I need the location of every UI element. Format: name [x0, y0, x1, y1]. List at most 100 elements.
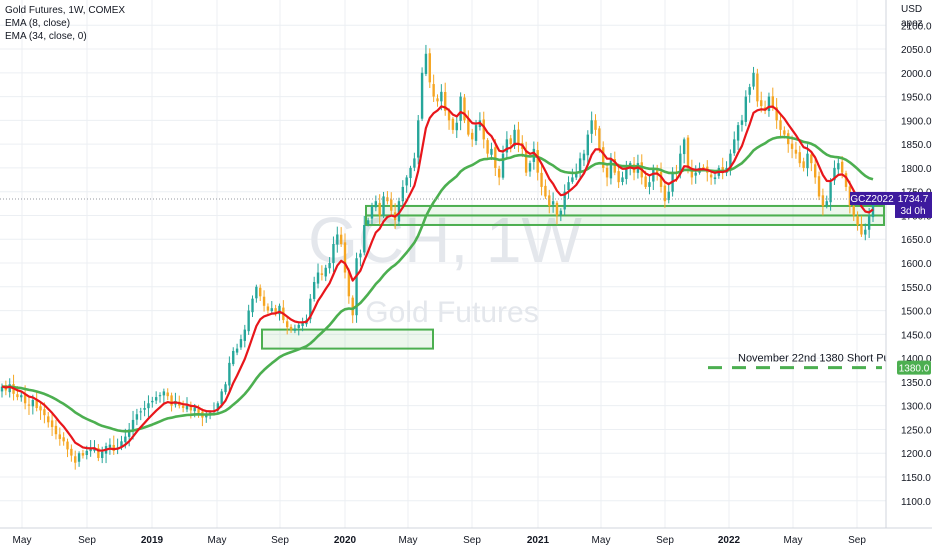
candle-body — [162, 391, 166, 396]
candle-body — [467, 119, 470, 135]
candle-body — [351, 297, 354, 316]
candle-body — [829, 182, 832, 203]
candle-body — [821, 195, 825, 206]
candle-body — [274, 308, 277, 313]
x-tick-label: 2020 — [334, 535, 357, 546]
candle-body — [262, 296, 266, 306]
candle-body — [120, 441, 123, 447]
candle-body — [293, 328, 297, 331]
legend-ema8: EMA (8, close) — [5, 18, 70, 29]
candle-body — [81, 453, 85, 456]
candle-body — [266, 306, 270, 311]
candle-body — [470, 132, 474, 140]
candle-body — [54, 425, 58, 435]
candle-body — [621, 177, 624, 182]
candle-body — [409, 167, 412, 179]
candle-body — [490, 148, 493, 155]
y-tick-layer: 1100.0 1150.0 1200.0 1250.0 1300.0 1350.0 1400… — [901, 21, 932, 508]
candle-body — [833, 167, 836, 181]
candle-body — [709, 174, 713, 178]
candle-body — [378, 202, 381, 216]
candle-body — [205, 415, 208, 418]
ema8-line — [1, 105, 874, 452]
x-tick-label: May — [592, 535, 611, 546]
candle-body — [131, 419, 135, 431]
candle-body — [278, 305, 281, 315]
candle-body — [609, 158, 613, 179]
candle-body — [594, 120, 597, 130]
candle-body — [505, 139, 509, 153]
candle-body — [143, 408, 146, 410]
candle-body — [101, 451, 104, 458]
candle-body — [297, 324, 300, 328]
support-zone — [365, 214, 885, 226]
candle-body — [744, 96, 748, 122]
price-axis[interactable]: USD apoz 1100.01150.01200.01250.01300.01… — [850, 0, 932, 528]
candle-body — [343, 242, 347, 273]
candle-body — [455, 122, 458, 131]
candle-body — [578, 158, 582, 172]
candle-body — [625, 167, 628, 180]
candle-body — [31, 399, 35, 407]
candle-body — [147, 403, 150, 409]
candle-body — [251, 298, 254, 313]
candle-body — [667, 191, 670, 201]
x-tick-layer: May Sep 2019 May Sep 2020 May Sep 2021 May Sep 2022… — [13, 535, 867, 546]
candle-body — [648, 182, 651, 187]
x-tick-label: 2022 — [718, 535, 741, 546]
candle-body — [813, 164, 817, 178]
candle-body — [374, 201, 378, 208]
candle-body — [837, 163, 840, 170]
candle-body — [590, 120, 593, 134]
candle-body — [270, 308, 273, 312]
candle-body — [644, 176, 647, 187]
last-price-tag — [895, 191, 932, 218]
candle-body — [444, 91, 447, 111]
candle-body — [844, 173, 848, 187]
candle-body — [605, 167, 609, 178]
y-tick-label: 1300.0 — [901, 402, 932, 413]
candle-body — [347, 271, 351, 297]
candle-body — [359, 253, 362, 258]
candle-body — [451, 118, 455, 130]
candle-body — [486, 140, 489, 154]
candle-body — [794, 149, 798, 154]
candle-body — [860, 224, 863, 235]
countdown-text: 3d 0h — [900, 206, 925, 217]
candle-body — [255, 286, 258, 299]
legend-ema34: EMA (34, close, 0) — [5, 31, 87, 42]
currency-label: USD — [901, 4, 922, 15]
candle-body — [363, 224, 366, 253]
candle-body — [20, 395, 23, 398]
candle-body — [382, 196, 385, 216]
x-tick-label: May — [208, 535, 227, 546]
x-tick-label: Sep — [656, 535, 674, 546]
chart-legend: Gold Futures, 1W, COMEX EMA (8, close) E… — [5, 5, 125, 42]
candle-body — [779, 120, 782, 130]
candle-body — [320, 273, 324, 275]
candle-body — [50, 420, 54, 428]
candle-body — [70, 448, 73, 456]
candle-body — [571, 177, 574, 182]
candle-body — [679, 153, 682, 174]
candle-body — [509, 138, 512, 145]
candle-body — [332, 243, 335, 264]
y-tick-label: 1850.0 — [901, 140, 932, 151]
candle-body — [390, 199, 393, 211]
time-axis[interactable]: May Sep 2019 May Sep 2020 May Sep 2021 May Sep 2022… — [0, 527, 932, 550]
candle-body — [482, 119, 485, 140]
candle-body — [309, 298, 312, 320]
candle-body — [420, 72, 424, 119]
candle-body — [598, 128, 601, 149]
candle-body — [66, 441, 69, 450]
candle-body — [871, 198, 875, 218]
candle-body — [559, 210, 563, 215]
candle-body — [740, 120, 744, 125]
candle-body — [235, 348, 239, 353]
candle-body — [536, 150, 539, 173]
candle-body — [405, 177, 408, 186]
symbol-tag — [850, 191, 895, 205]
candle-body — [16, 394, 19, 398]
